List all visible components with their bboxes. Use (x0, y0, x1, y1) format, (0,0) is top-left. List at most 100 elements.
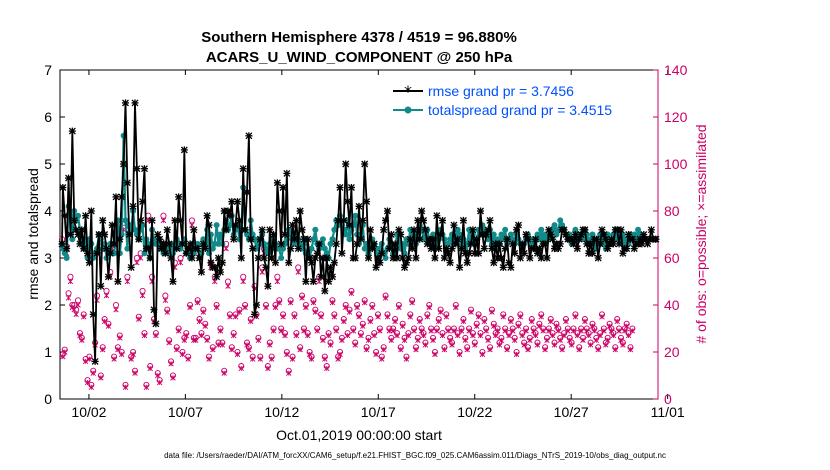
rmse-point (222, 226, 230, 234)
obs-assimilated-point (536, 323, 543, 329)
rmse-point (285, 259, 293, 267)
obs-assimilated-point (424, 314, 431, 320)
y-tick-label: 2 (44, 297, 52, 313)
obs-assimilated-point (204, 337, 210, 343)
legend: * rmse grand pr = 3.7456 totalspread gra… (393, 82, 612, 118)
rmse-point (150, 306, 158, 314)
rmse-point (439, 216, 447, 224)
rmse-point (190, 226, 198, 234)
obs-assimilated-point (475, 314, 482, 320)
rmse-point (524, 235, 532, 243)
totalspread-point (217, 231, 224, 238)
obs-assimilated-point (229, 346, 235, 353)
rmse-point (129, 202, 137, 210)
obs-assimilated-point (137, 255, 144, 261)
obs-assimilated-point (496, 342, 503, 348)
totalspread-point (635, 226, 642, 233)
rmse-point (234, 198, 242, 206)
rmse-point (197, 268, 205, 276)
obs-assimilated-point (82, 358, 89, 365)
obs-assimilated-point (595, 346, 601, 353)
obs-assimilated-point (399, 323, 406, 329)
rmse-point (547, 231, 555, 238)
obs-assimilated-point (312, 309, 319, 315)
obs-assimilated-point (494, 328, 501, 334)
rmse-point (296, 207, 304, 215)
obs-assimilated-point (103, 292, 110, 299)
rmse-point (397, 231, 405, 238)
rmse-point (256, 235, 264, 243)
obs-assimilated-point (570, 328, 577, 334)
obs-assimilated-point (622, 328, 628, 334)
rmse-point (509, 240, 517, 248)
obs-assimilated-point (210, 346, 216, 353)
rmse-point (287, 245, 295, 253)
obs-assimilated-point (553, 323, 560, 329)
obs-assimilated-point (84, 379, 91, 386)
obs-assimilated-point (426, 304, 432, 311)
rmse-point (237, 254, 245, 262)
rmse-point (201, 245, 209, 253)
obs-assimilated-point (160, 217, 167, 224)
obs-assimilated-point (380, 346, 387, 353)
obs-assimilated-point (555, 328, 562, 334)
obs-assimilated-point (272, 304, 279, 311)
obs-assimilated-point (606, 323, 613, 329)
obs-assimilated-point (585, 332, 592, 339)
obs-assimilated-point (115, 346, 121, 353)
obs-assimilated-point (361, 299, 368, 306)
obs-assimilated-point (86, 356, 93, 362)
obs-assimilated-point (384, 314, 391, 320)
obs-assimilated-point (270, 328, 277, 334)
obs-assimilated-point (175, 328, 182, 334)
obs-assimilated-point (388, 337, 394, 343)
obs-assimilated-point (430, 337, 436, 343)
rmse-point (309, 278, 317, 285)
rmse-point (378, 249, 386, 257)
totalspread-point (342, 231, 349, 238)
obs-assimilated-point (428, 328, 434, 334)
obs-assimilated-point (548, 318, 554, 325)
obs-assimilated-point (616, 328, 622, 334)
obs-assimilated-point (219, 342, 226, 348)
rmse-point (541, 240, 549, 248)
obs-assimilated-point (132, 370, 138, 376)
rmse-point (66, 231, 74, 238)
obs-assimilated-point (79, 337, 85, 343)
obs-assimilated-point (240, 278, 246, 285)
rmse-point (249, 245, 257, 253)
rmse-point (277, 240, 285, 248)
rmse-point (167, 254, 175, 262)
obs-assimilated-point (308, 356, 315, 362)
rmse-point (332, 240, 340, 248)
obs-assimilated-point (449, 342, 455, 348)
obs-assimilated-point (117, 335, 123, 341)
obs-assimilated-point (506, 332, 512, 339)
totalspread-point (447, 236, 454, 243)
rmse-point (215, 254, 223, 262)
rmse-point (140, 165, 148, 173)
rmse-point (495, 240, 503, 248)
rmse-point (404, 254, 412, 262)
obs-assimilated-point (346, 309, 353, 315)
obs-assimilated-point (441, 346, 448, 353)
obs-assimilated-point (413, 346, 419, 353)
obs-assimilated-point (456, 351, 463, 358)
rmse-point (152, 320, 160, 328)
obs-assimilated-point (348, 290, 355, 296)
obs-assimilated-point (519, 332, 525, 339)
obs-assimilated-point (390, 328, 396, 334)
x-tick-label: 10/02 (71, 404, 106, 420)
obs-assimilated-point (561, 332, 567, 339)
rmse-point (454, 235, 462, 243)
obs-assimilated-point (299, 295, 305, 301)
obs-assimilated-point (437, 309, 444, 315)
obs-assimilated-point (193, 337, 199, 343)
rmse-point (127, 263, 135, 271)
rmse-point (581, 226, 589, 234)
obs-assimilated-point (147, 365, 153, 372)
rmse-point (241, 226, 249, 234)
y-tick-label: 6 (44, 109, 52, 125)
obs-assimilated-point (230, 332, 237, 339)
